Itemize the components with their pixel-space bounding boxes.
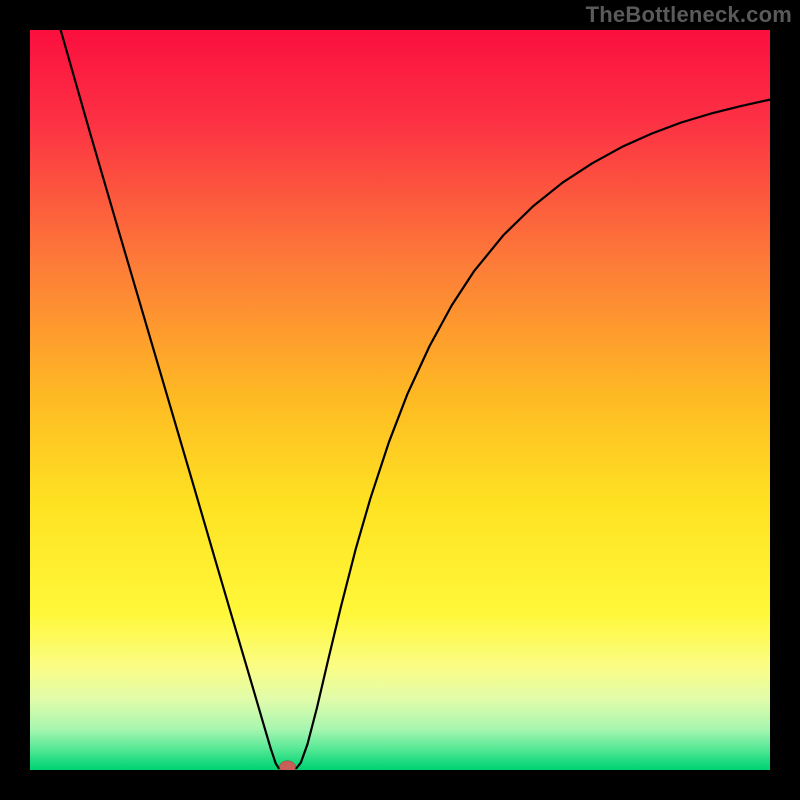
chart-container: TheBottleneck.com (0, 0, 800, 800)
plot-area (30, 30, 770, 770)
bottleneck-chart (30, 30, 770, 770)
watermark-text: TheBottleneck.com (586, 2, 792, 28)
gradient-background (30, 30, 770, 770)
